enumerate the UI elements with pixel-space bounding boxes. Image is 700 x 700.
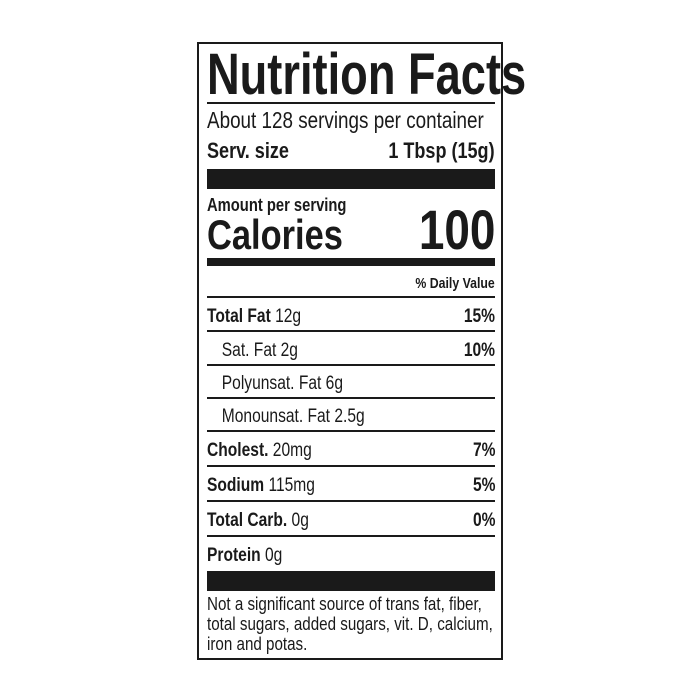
nutrient-row-cholesterol: Cholest. 20mg 7% (207, 434, 495, 462)
nutrient-row-sodium: Sodium 115mg 5% (207, 469, 495, 497)
divider (207, 102, 495, 104)
nutrient-amount: 0g (265, 545, 283, 566)
footnote: Not a significant source of trans fat, f… (207, 593, 493, 654)
servings-per-container: About 128 servings per container (207, 107, 484, 133)
calories-label: Calories (207, 211, 343, 258)
serving-size-row: Serv. size 1 Tbsp (15g) (207, 136, 495, 164)
nutrient-row-total-fat: Total Fat 12g 15% (207, 300, 495, 328)
daily-value-header-row: % Daily Value (207, 272, 495, 292)
nutrient-row-polyunsat-fat: Polyunsat. Fat 6g (207, 367, 495, 395)
nutrient-amount: 2.5g (334, 406, 365, 427)
calories-row: Calories 100 (207, 198, 495, 261)
nutrient-name: Total Fat (207, 306, 271, 327)
divider (207, 430, 495, 432)
calories-value: 100 (418, 198, 495, 261)
divider (207, 465, 495, 467)
nutrient-name: Monounsat. Fat (221, 406, 331, 427)
nutrient-dv: 7% (472, 440, 495, 461)
medium-bar (207, 258, 495, 266)
title-row: Nutrition Facts (207, 46, 526, 104)
divider (207, 397, 495, 399)
divider (207, 535, 495, 537)
nutrient-dv: 0% (472, 510, 495, 531)
nutrient-amount: 2g (280, 340, 298, 361)
thick-bar (207, 571, 495, 591)
nutrient-row-protein: Protein 0g (207, 539, 495, 567)
nutrient-name: Sodium (207, 475, 265, 496)
nutrient-dv: 10% (463, 340, 495, 361)
divider (207, 296, 495, 298)
nutrient-dv: 5% (472, 475, 495, 496)
divider (207, 500, 495, 502)
nutrient-amount: 20mg (272, 440, 312, 461)
daily-value-header: % Daily Value (415, 275, 495, 292)
nutrition-facts-label: Nutrition Facts About 128 servings per c… (197, 42, 526, 660)
divider (207, 330, 495, 332)
nutrient-amount: 115mg (268, 475, 315, 496)
title: Nutrition Facts (207, 42, 527, 107)
nutrient-amount: 0g (291, 510, 309, 531)
serving-size-label: Serv. size (207, 138, 289, 163)
servings-row: About 128 servings per container (207, 107, 495, 134)
amount-per-serving-row: Amount per serving (207, 194, 495, 216)
nutrient-row-sat-fat: Sat. Fat 2g 10% (207, 334, 495, 362)
nutrient-name: Total Carb. (207, 510, 288, 531)
nutrient-name: Protein (207, 545, 261, 566)
nutrient-row-total-carb: Total Carb. 0g 0% (207, 504, 495, 532)
nutrient-name: Sat. Fat (221, 340, 277, 361)
nutrient-row-monounsat-fat: Monounsat. Fat 2.5g (207, 400, 495, 428)
nutrient-amount: 6g (325, 373, 344, 394)
thick-bar (207, 169, 495, 189)
serving-size-value: 1 Tbsp (15g) (388, 138, 495, 163)
nutrient-dv: 15% (463, 306, 495, 327)
nutrient-amount: 12g (275, 306, 302, 327)
amount-per-serving: Amount per serving (207, 195, 347, 215)
nutrient-name: Cholest. (207, 440, 269, 461)
nutrient-name: Polyunsat. Fat (221, 373, 322, 394)
divider (207, 364, 495, 366)
